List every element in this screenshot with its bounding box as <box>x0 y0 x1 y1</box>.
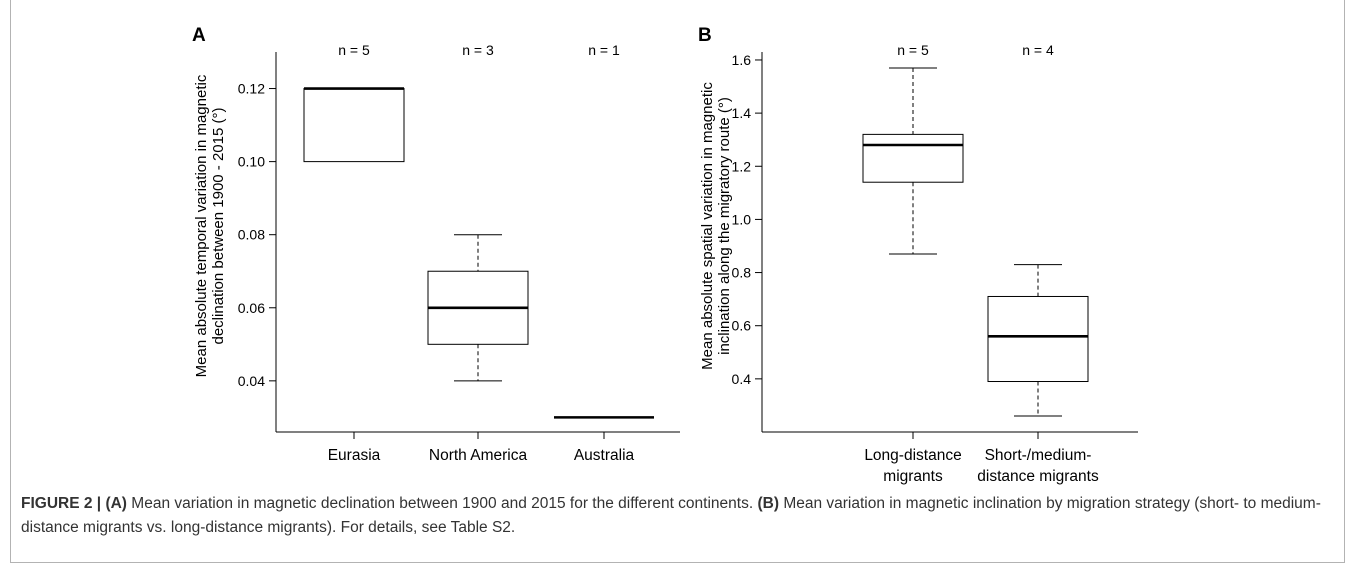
panel-a-chart: A 0.04 0.06 0.08 0.10 0.12 Mean absolute temp… <box>192 25 680 464</box>
caption-label-b: (B) <box>757 495 779 512</box>
figure-canvas: A 0.04 0.06 0.08 0.10 0.12 Mean absolute temp… <box>192 25 1138 485</box>
caption-label-a: (A) <box>105 495 127 512</box>
panel-b-category-label: Short-/medium- <box>985 447 1092 464</box>
panel-a-n-label: n = 3 <box>462 42 494 58</box>
panel-b-box <box>862 133 964 183</box>
panel-b-y-axis-label-line: inclination along the migratory route (°… <box>716 97 733 355</box>
panel-b-n-label: n = 5 <box>897 42 929 58</box>
panel-b-y-tick-label: 0.8 <box>732 265 752 281</box>
panel-b-y-tick-label: 0.4 <box>732 371 752 387</box>
panel-a-category-label: Eurasia <box>328 447 381 464</box>
caption-text-b: Mean variation in magnetic inclination b… <box>21 495 1321 536</box>
panel-a-box <box>303 88 405 163</box>
panel-b-y-axis-label-line: Mean absolute spatial variation in magne… <box>699 82 716 370</box>
panel-b-n-label: n = 4 <box>1022 42 1054 58</box>
panel-b-y-tick-label: 1.0 <box>732 211 752 227</box>
panel-a-n-label: n = 5 <box>338 42 370 58</box>
panel-a-y-tick-label: 0.10 <box>238 154 265 170</box>
panel-a-category-label: North America <box>429 447 528 464</box>
panel-a-y-axis-label-line: declination between 1900 - 2015 (°) <box>210 108 227 345</box>
panel-b-box <box>987 295 1089 383</box>
panel-b-chart: B 0.4 0.6 0.8 1.0 1.2 1.4 1.6 Mean absolute spa… <box>698 25 1138 485</box>
panel-a-label: A <box>192 25 206 46</box>
panel-a-y-axis-label: Mean absolute temporal variation in magn… <box>193 74 227 377</box>
panel-b-y-tick-label: 1.6 <box>732 52 752 68</box>
panel-b-y-tick-label: 0.6 <box>732 318 752 334</box>
panel-b-label: B <box>698 25 712 46</box>
panel-a-category-label: Australia <box>574 447 635 464</box>
panel-b-category-label: Long-distance <box>864 447 961 464</box>
panel-b-y-axis-label: Mean absolute spatial variation in magne… <box>699 82 733 370</box>
caption-figure-label: FIGURE 2 | <box>21 495 102 512</box>
panel-b-category-label: migrants <box>883 468 943 485</box>
panel-a-n-label: n = 1 <box>588 42 620 58</box>
panel-b-y-tick-label: 1.4 <box>732 105 752 121</box>
panel-a-y-axis-label-line: Mean absolute temporal variation in magn… <box>193 74 210 377</box>
figure-caption: FIGURE 2 | (A) Mean variation in magneti… <box>21 492 1331 540</box>
caption-text-a: Mean variation in magnetic declination b… <box>131 495 754 512</box>
panel-a-y-tick-label: 0.12 <box>238 81 265 97</box>
panel-b-category-label: distance migrants <box>977 468 1099 485</box>
figure-frame <box>10 0 1345 563</box>
panel-a-y-tick-label: 0.06 <box>238 300 265 316</box>
panel-a-y-tick-label: 0.08 <box>238 227 265 243</box>
panel-a-y-tick-label: 0.04 <box>238 373 265 389</box>
panel-b-y-tick-label: 1.2 <box>732 158 752 174</box>
